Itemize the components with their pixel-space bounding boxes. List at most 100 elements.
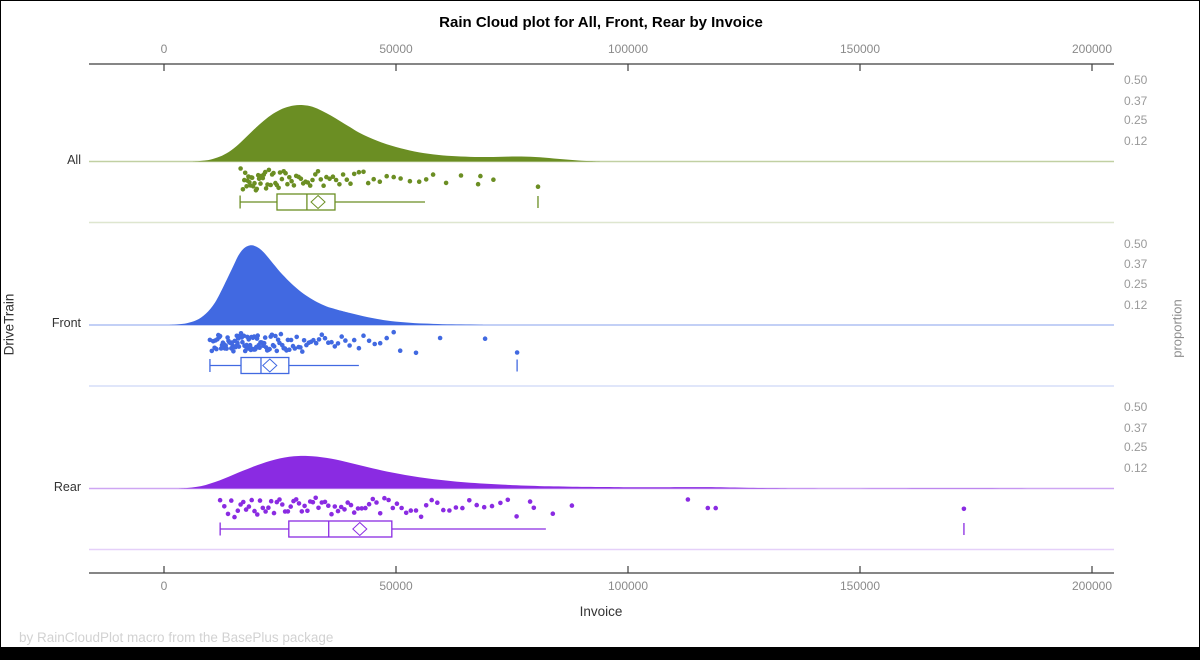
rain-point-front (285, 337, 291, 343)
rain-point-rear (382, 495, 387, 501)
category-label-rear: Rear (53, 479, 81, 494)
rain-point-all (260, 175, 266, 181)
rain-point-rear (271, 510, 277, 516)
rain-point-front (231, 349, 236, 354)
rain-point-front (335, 341, 341, 346)
rain-point-rear (489, 503, 495, 509)
rain-point-front (319, 332, 325, 338)
rain-point-rear (351, 510, 357, 515)
proportion-tick-label: 0.50 (1124, 236, 1148, 251)
rain-point-front (274, 348, 280, 354)
rain-point-front (298, 345, 303, 350)
rain-point-rear (254, 512, 260, 517)
rain-point-rear (394, 501, 400, 507)
rain-point-rear (447, 508, 452, 513)
rain-point-all (307, 183, 313, 188)
proportion-tick-label: 0.50 (1124, 400, 1148, 414)
rain-point-front (236, 344, 242, 349)
rain-point-all (356, 169, 362, 175)
rain-point-all (238, 166, 243, 171)
rain-point-all (398, 176, 403, 181)
rain-point-all (458, 173, 464, 178)
rain-point-rear (305, 508, 310, 514)
proportion-tick-label: 0.37 (1124, 93, 1148, 108)
rain-point-all (384, 173, 390, 179)
rain-point-rear (322, 499, 328, 505)
rain-point-rear (335, 508, 341, 514)
rain-point-all (262, 169, 268, 175)
rain-point-rear (423, 503, 429, 508)
rain-point-rear (961, 506, 967, 512)
rain-point-rear (225, 511, 231, 517)
rain-point-rear (399, 505, 404, 511)
proportion-tick-label: 0.50 (1124, 73, 1148, 87)
rain-point-rear (418, 514, 424, 520)
rain-point-rear (355, 506, 361, 511)
rain-point-front (351, 337, 357, 343)
x-axis-bottom-tick-label: 100000 (607, 579, 649, 593)
rain-point-front (288, 337, 294, 343)
rain-point-all (321, 183, 326, 188)
rain-point-all (263, 186, 269, 191)
rain-point-all (478, 173, 483, 179)
rain-point-front (313, 340, 319, 346)
rain-point-front (294, 334, 300, 340)
rain-point-all (407, 178, 413, 184)
rain-point-rear (370, 496, 376, 502)
rain-point-all (249, 175, 255, 180)
rain-point-front (262, 335, 268, 340)
rain-point-rear (249, 497, 254, 503)
rain-point-rear (481, 504, 487, 510)
rain-point-front (391, 329, 397, 335)
rain-point-front (366, 338, 372, 344)
rain-point-all (371, 176, 377, 182)
rain-point-rear (460, 505, 465, 511)
rain-point-rear (268, 498, 274, 504)
rain-point-front (482, 336, 488, 342)
box-rear (288, 520, 393, 538)
rain-point-front (235, 340, 240, 346)
density-curve-front (168, 245, 489, 325)
x-axis-bottom-tick-label: 200000 (1071, 579, 1113, 593)
rain-point-rear (408, 508, 414, 513)
rain-point-all (315, 169, 321, 174)
rain-point-all (266, 167, 272, 173)
rain-point-rear (296, 501, 302, 506)
rain-point-all (277, 170, 283, 175)
rain-point-all (291, 183, 297, 188)
proportion-tick-label: 0.25 (1124, 276, 1148, 291)
rain-point-all (268, 182, 274, 188)
rain-point-rear (241, 499, 246, 505)
rain-point-all (240, 187, 246, 192)
mean-diamond-rear (352, 521, 368, 537)
rain-point-rear (435, 500, 440, 506)
rain-point-rear (363, 505, 368, 511)
rain-point-front (247, 342, 253, 348)
rain-point-all (310, 177, 315, 183)
rain-point-front (217, 333, 223, 339)
rain-point-rear (246, 504, 252, 509)
rain-point-front (287, 347, 292, 353)
rain-point-front (316, 337, 322, 342)
rain-point-all (377, 179, 383, 184)
rain-point-all (361, 169, 366, 175)
rain-point-front (332, 344, 338, 349)
rain-point-all (391, 174, 397, 180)
x-axis-label: Invoice (579, 604, 623, 619)
x-axis-top-tick-label: 0 (160, 42, 168, 56)
rain-point-all (351, 171, 357, 177)
rain-point-rear (313, 495, 319, 501)
rain-point-rear (243, 507, 249, 512)
rain-point-rear (685, 497, 691, 502)
rain-point-front (329, 339, 334, 345)
rain-point-front (377, 340, 383, 346)
rain-point-all (327, 176, 332, 182)
rain-point-rear (288, 504, 294, 509)
rain-point-rear (235, 508, 241, 513)
rain-point-rear (550, 511, 556, 516)
rain-point-rear (266, 505, 271, 511)
rain-point-rear (338, 504, 344, 510)
x-axis-top-tick-label: 200000 (1071, 42, 1113, 56)
rain-point-rear (277, 497, 282, 502)
